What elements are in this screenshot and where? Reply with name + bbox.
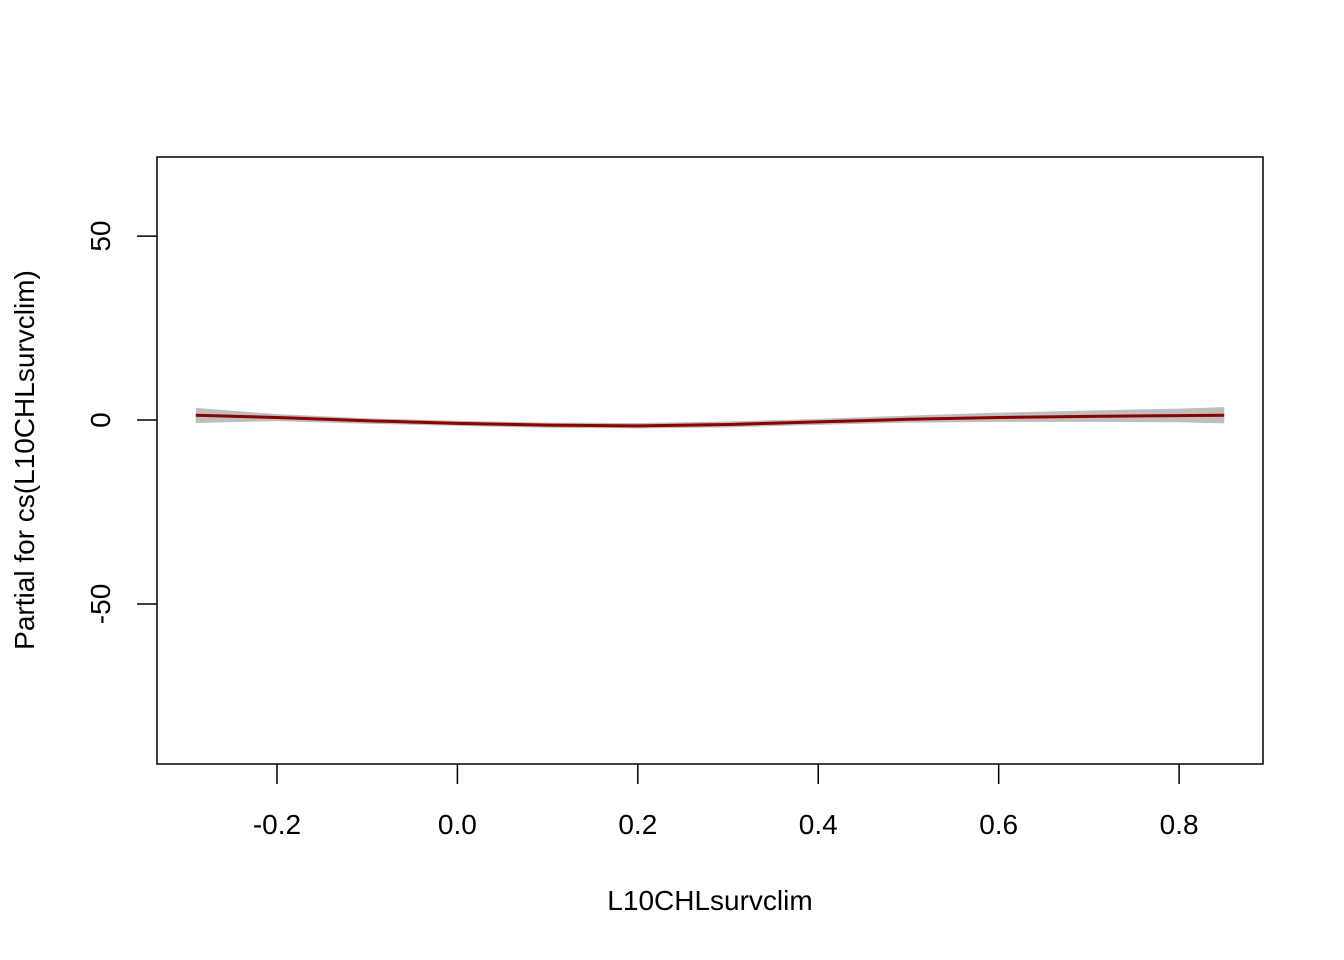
- x-tick-label: -0.2: [253, 809, 301, 840]
- x-tick-label: 0.6: [979, 809, 1018, 840]
- y-tick-label: 50: [85, 221, 116, 252]
- x-tick-label: 0.4: [799, 809, 838, 840]
- y-tick-label: -50: [85, 584, 116, 624]
- y-axis-label: Partial for cs(L10CHLsurvclim): [9, 270, 40, 650]
- plot-frame: [156, 156, 1264, 765]
- fitted-line: [195, 413, 1225, 428]
- x-tick-label: 0.2: [618, 809, 657, 840]
- x-axis: -0.2 0.0 0.2 0.4 0.6 0.8: [253, 764, 1199, 840]
- x-tick-label: 0.0: [438, 809, 477, 840]
- y-tick-label: 0: [85, 412, 116, 428]
- x-axis-label: L10CHLsurvclim: [607, 885, 812, 916]
- x-tick-label: 0.8: [1160, 809, 1199, 840]
- fitted-line-layer: [195, 413, 1225, 428]
- y-axis: -50 0 50: [85, 221, 157, 624]
